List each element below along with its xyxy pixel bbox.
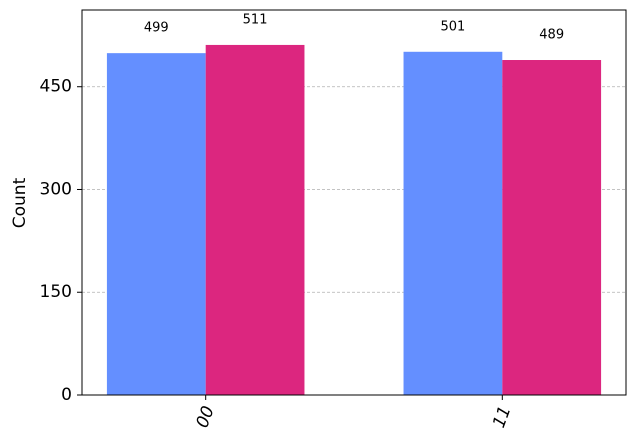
- bar: [205, 44, 305, 396]
- bar: [403, 51, 503, 395]
- value-label: 499: [144, 21, 169, 36]
- y-tick-label: 300: [40, 179, 72, 199]
- value-label: 501: [441, 19, 466, 34]
- bar: [106, 53, 206, 396]
- value-label: 511: [243, 12, 268, 27]
- y-tick-label: 450: [40, 77, 72, 97]
- plot-frame: [81, 9, 627, 396]
- bar: [502, 60, 602, 395]
- y-axis-label: Count: [10, 177, 30, 228]
- value-label: 489: [539, 28, 564, 43]
- y-tick-label: 150: [40, 282, 72, 302]
- y-tick-label: 0: [61, 385, 72, 405]
